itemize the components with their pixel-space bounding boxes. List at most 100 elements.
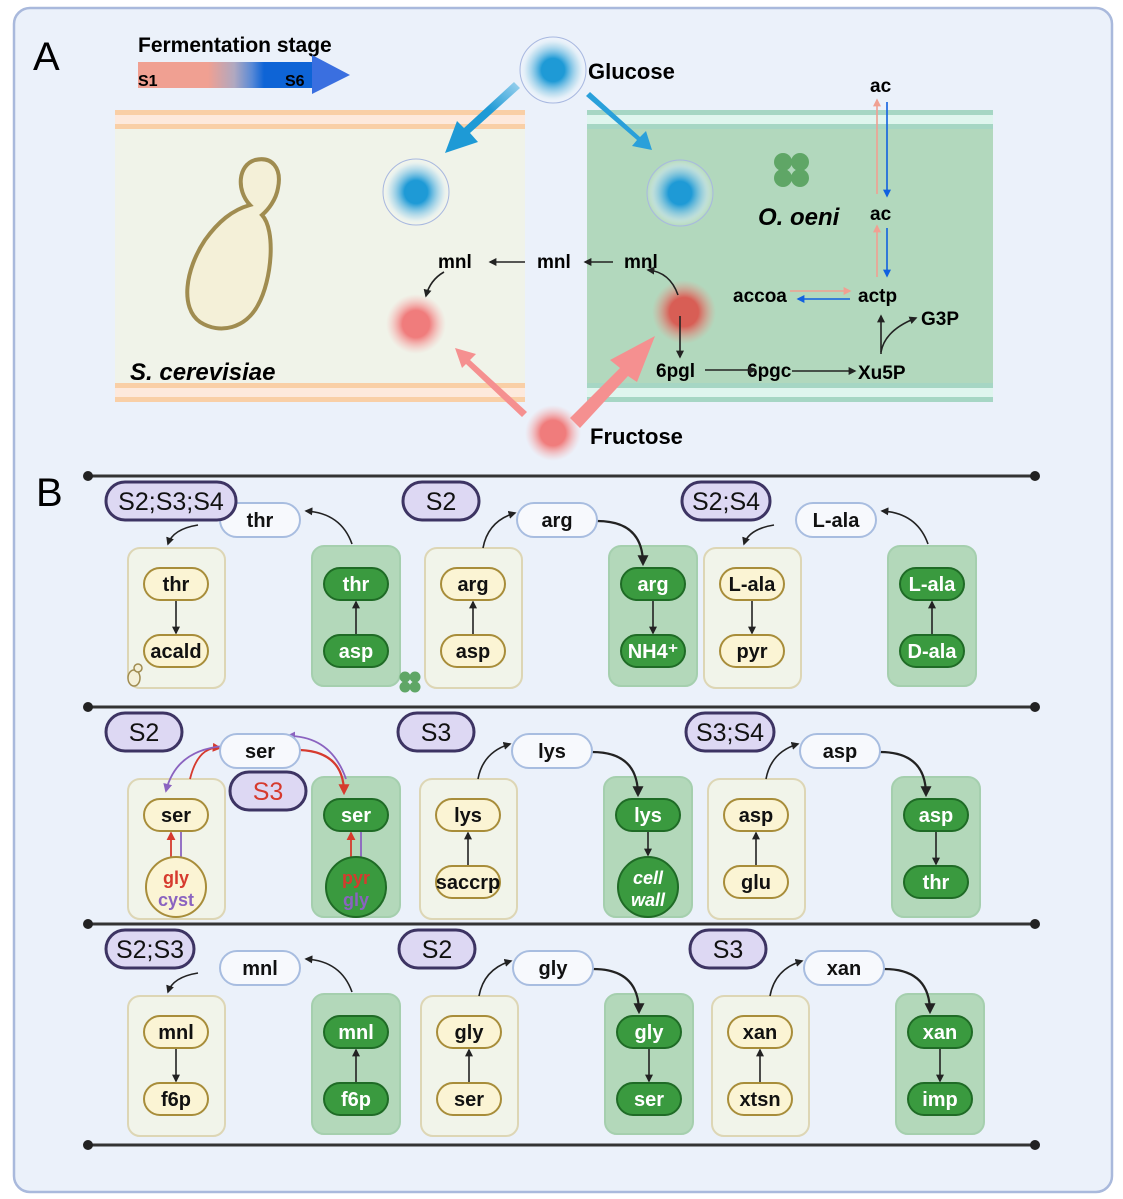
metabolite-label: lys (538, 741, 566, 763)
stage-label: S2 (397, 928, 477, 970)
stage-pill (104, 928, 196, 970)
node-label: mnl (338, 1022, 374, 1044)
transfer-arrow (304, 955, 353, 993)
node-label: gly (343, 890, 369, 910)
bacteria-icon-cell (409, 681, 421, 693)
stage-text: S2 (426, 488, 457, 516)
node-label: pyr (736, 641, 767, 663)
yeast-metabolite-node: arg (440, 567, 506, 601)
yeast-icon (127, 663, 143, 687)
metabolite-label: asp (823, 741, 857, 763)
stage-text: S3 (713, 936, 744, 964)
node-shape (323, 1082, 389, 1116)
metabolite-pill (219, 733, 301, 769)
node-label: saccrp (436, 872, 501, 894)
bacteria-metabolite-node: NH4⁺ (620, 634, 686, 668)
divider-endpoint (83, 1140, 93, 1150)
exchange-module: mnl f6p mnl f6p mnl S2;S3 (104, 928, 401, 1137)
bacteria-cell-icon (774, 153, 809, 187)
node-label: asp (339, 641, 373, 663)
yeast-metabolite-node: mnl (143, 1015, 209, 1049)
accoa: accoa (733, 286, 787, 307)
stage-label: S3 (396, 711, 476, 753)
node-shape (899, 634, 965, 668)
exchange-module: L-ala pyr L-ala D-ala L-ala S2;S4 (680, 480, 977, 689)
stage-text: S2;S4 (692, 488, 760, 516)
panel-b: B thr acald thr asp thr S2;S3;S4 arg asp arg NH4⁺… (36, 471, 1040, 1150)
node-shape (323, 567, 389, 601)
bacteria-metabolite-node: ser (323, 798, 389, 832)
exchanged-metabolite: gly (512, 950, 594, 986)
divider-endpoint (83, 702, 93, 712)
ac-out: ac (870, 76, 892, 97)
transfer-arrow (304, 507, 353, 545)
node-shape (435, 798, 501, 832)
node-label: arg (637, 574, 668, 596)
g3p: G3P (921, 309, 959, 330)
stage-label: S3;S4 (684, 711, 776, 753)
node-label: gly (163, 868, 189, 888)
metabolic-pathway: mnl mnl mnl ac ac accoa actp G3P 6pgl 6p… (438, 76, 959, 384)
node-label: ser (454, 1089, 484, 1111)
yeast-metabolite-node: xtsn (727, 1082, 793, 1116)
bacteria-metabolite-node: thr (323, 567, 389, 601)
metabolite-label: ser (245, 741, 275, 763)
metabolite-pill (795, 502, 877, 538)
exchange-module: arg asp arg NH4⁺ arg S2 (401, 480, 698, 689)
fermentation-stage-legend: Fermentation stage S1 S6 (138, 34, 350, 94)
stage-pill (228, 770, 308, 812)
xu5p: Xu5P (858, 363, 906, 384)
node-shape (143, 567, 209, 601)
transfer-arrow-purple (163, 745, 225, 793)
stage-pill (401, 480, 481, 522)
divider-endpoint (1030, 471, 1040, 481)
stage-pill (104, 480, 238, 522)
legend-end: S6 (285, 73, 305, 90)
glucose-molecule (382, 36, 714, 227)
bacteria-icon-cell (409, 671, 421, 683)
transfer-arrow (879, 750, 932, 798)
6pgc: 6pgc (747, 361, 792, 382)
node-label: mnl (158, 1022, 194, 1044)
node-label: pyr (342, 868, 370, 888)
metabolite-pill (512, 950, 594, 986)
transfer-arrow-purple (286, 731, 347, 780)
bacteria-metabolite-node: lys (615, 798, 681, 832)
yeast-metabolite-node: L-ala (719, 567, 785, 601)
mnl-medium: mnl (537, 252, 571, 273)
node-shape (719, 634, 785, 668)
node-label: L-ala (729, 574, 777, 596)
node-label: NH4⁺ (628, 641, 679, 663)
stage-label: S2 (104, 711, 184, 753)
yeast-metabolite-node: pyr (719, 634, 785, 668)
node-label: thr (163, 574, 190, 596)
exchanged-metabolite: asp (799, 733, 881, 769)
node-shape (617, 856, 679, 918)
stage-text: S2;S3;S4 (118, 488, 224, 516)
node-label: asp (456, 641, 490, 663)
metabolite-pill (516, 502, 598, 538)
node-label: asp (919, 805, 953, 827)
yeast-metabolite-node: ser (143, 798, 209, 832)
yeast-metabolite-node: asp (723, 798, 789, 832)
node-label: L-ala (909, 574, 957, 596)
panel-b-label: B (36, 471, 63, 515)
node-shape (907, 1082, 973, 1116)
fructose-label: Fructose (590, 424, 683, 449)
yeast-metabolite-node: f6p (143, 1082, 209, 1116)
yeast-metabolite-node: acald (143, 634, 209, 668)
exchanged-metabolite: mnl (219, 950, 301, 986)
metabolite-label: arg (541, 510, 572, 532)
node-label: cell (633, 868, 664, 888)
divider-endpoint (1030, 1140, 1040, 1150)
node-shape (143, 1082, 209, 1116)
bacteria-icon-cell (399, 681, 411, 693)
metabolite-pill (219, 950, 301, 986)
stage-label: S2 (401, 480, 481, 522)
fructose-arrow-to-bacteria (570, 336, 655, 428)
node-label: thr (923, 872, 950, 894)
yeast-compartment: S. cerevisiae (115, 110, 525, 402)
node-shape (440, 634, 506, 668)
bacteria-icon (399, 671, 421, 693)
